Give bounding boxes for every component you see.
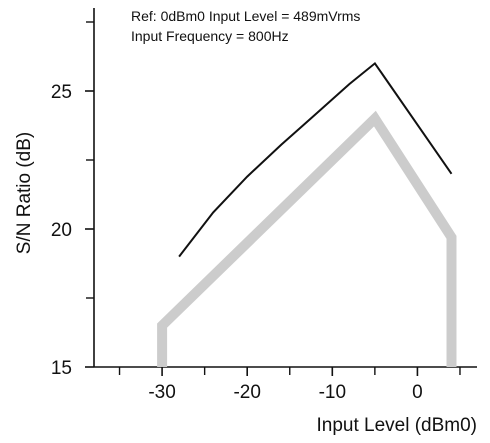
series-line-1	[178, 61, 453, 258]
y-tick-label: 20	[51, 220, 72, 241]
x-tick-label: -20	[233, 382, 260, 403]
annotation-reference: Ref: 0dBm0 Input Level = 489mVrms	[131, 8, 360, 24]
x-tick-label: 0	[412, 382, 423, 403]
x-tick-label: -30	[148, 382, 175, 403]
y-tick-label: 25	[51, 82, 72, 103]
annotation-frequency: Input Frequency = 800Hz	[131, 28, 289, 44]
plot-area: -30 -20 -10 0 15 20 25	[51, 8, 477, 403]
y-axis-title: S/N Ratio (dB)	[14, 132, 35, 254]
tick-layer: -30 -20 -10 0 15 20 25	[51, 82, 423, 403]
x-tick-label: -10	[319, 382, 346, 403]
x-axis-title: Input Level (dBm0)	[316, 415, 477, 436]
series-line-2	[157, 110, 457, 367]
series-layer	[157, 61, 457, 367]
axis-minor-ticks	[86, 21, 461, 375]
y-tick-label: 15	[51, 358, 72, 379]
